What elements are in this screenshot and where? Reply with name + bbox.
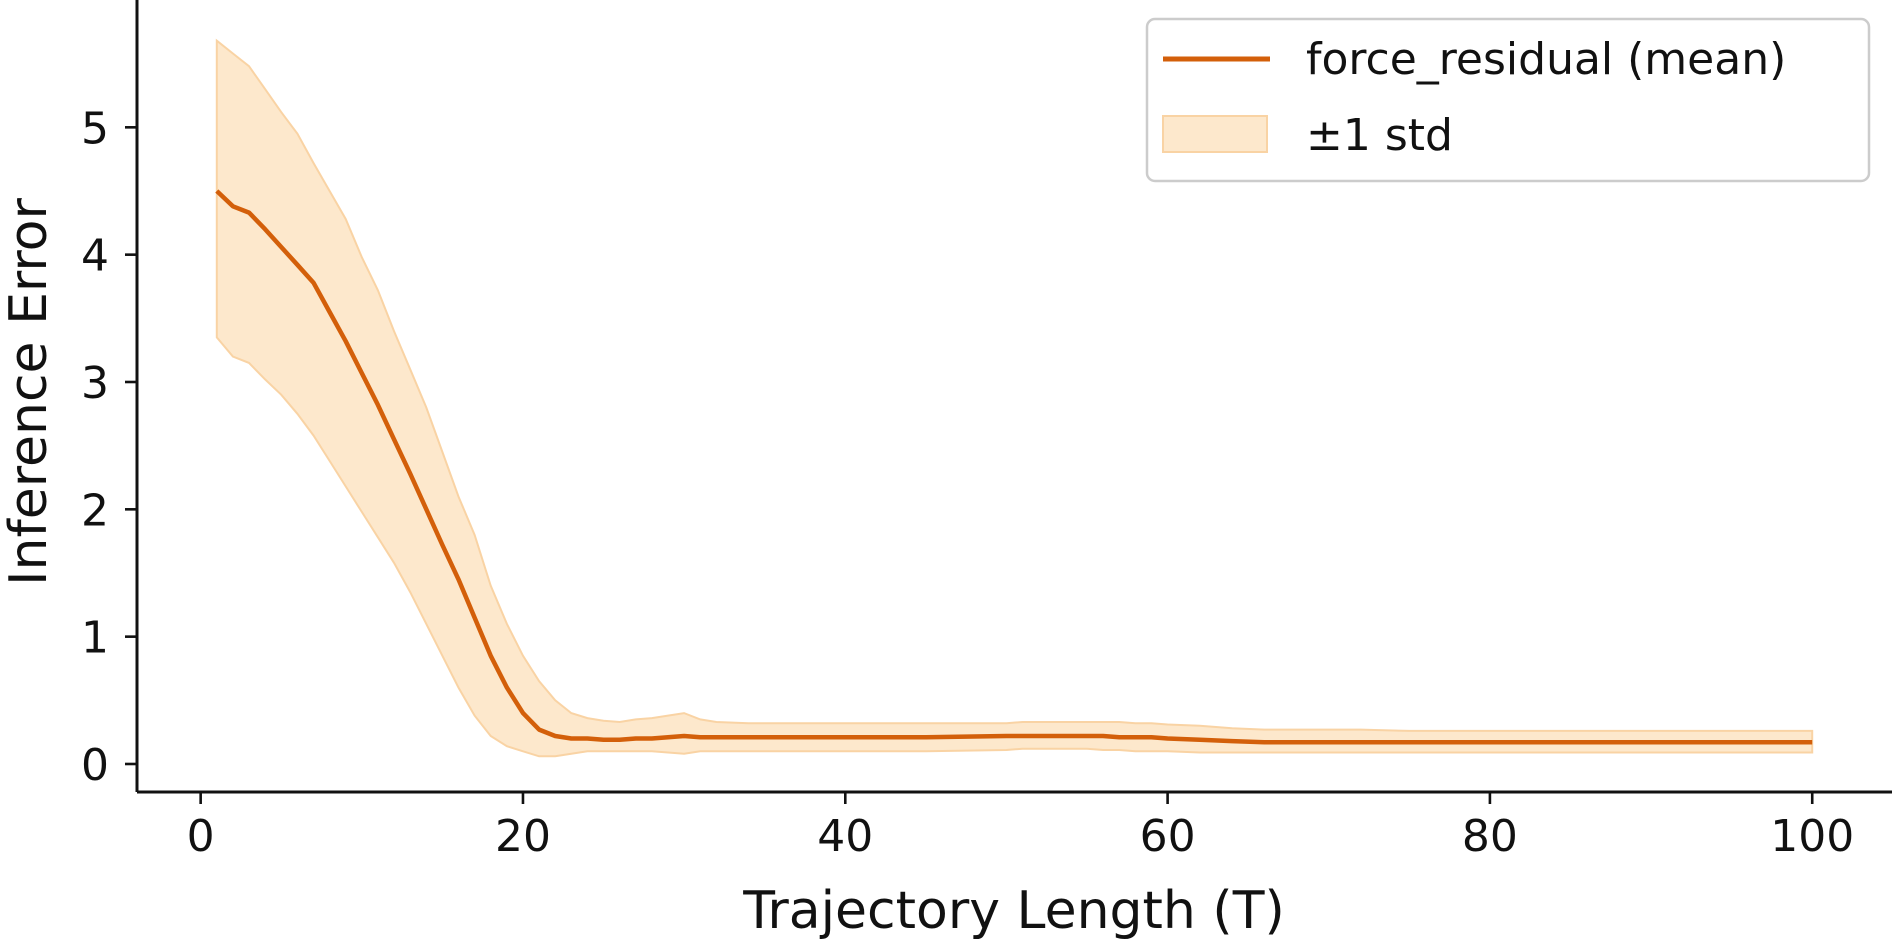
x-axis-label: Trajectory Length (T) bbox=[742, 881, 1285, 941]
x-tick-label: 20 bbox=[495, 811, 551, 862]
x-tick-label: 60 bbox=[1140, 811, 1196, 862]
y-tick-label: 1 bbox=[81, 613, 109, 664]
std-band-area bbox=[215, 38, 1814, 758]
x-axis-ticks: 0 20 40 60 80 100 bbox=[187, 792, 1854, 862]
y-tick-label: 5 bbox=[81, 103, 109, 154]
y-tick-label: 3 bbox=[81, 358, 109, 409]
plot-area bbox=[215, 38, 1814, 758]
y-tick-label: 4 bbox=[81, 231, 109, 282]
legend: force_residual (mean) ±1 std bbox=[1145, 17, 1871, 183]
legend-label-std: ±1 std bbox=[1306, 110, 1453, 161]
y-axis-label: Inference Error bbox=[0, 198, 59, 586]
legend-label-mean: force_residual (mean) bbox=[1306, 34, 1786, 85]
y-axis-ticks: 0 1 2 3 4 5 bbox=[81, 103, 137, 791]
x-tick-label: 40 bbox=[817, 811, 873, 862]
y-tick-label: 0 bbox=[81, 740, 109, 791]
legend-frame bbox=[1145, 17, 1871, 183]
x-tick-label: 100 bbox=[1770, 811, 1854, 862]
y-tick-label: 2 bbox=[81, 485, 109, 536]
mean-line bbox=[215, 189, 1813, 745]
x-tick-label: 0 bbox=[187, 811, 215, 862]
x-tick-label: 80 bbox=[1462, 811, 1518, 862]
legend-swatch-std-band bbox=[1162, 115, 1268, 153]
